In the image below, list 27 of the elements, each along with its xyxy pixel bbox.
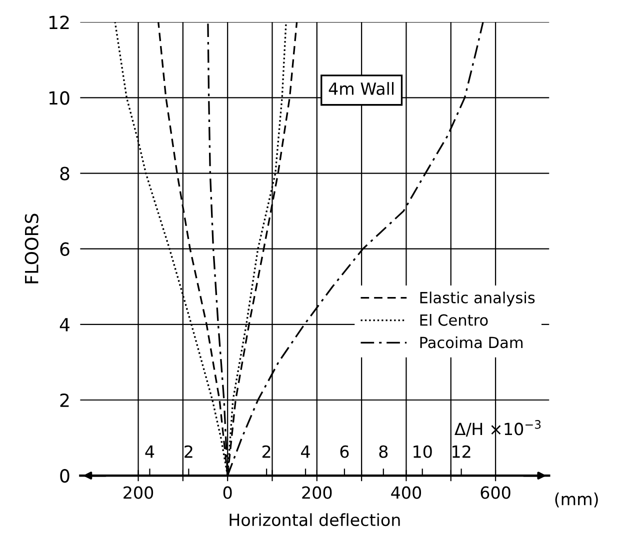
text: (mm) <box>555 492 598 508</box>
x-tick-label: 200 <box>302 486 332 499</box>
x2-tick-label: 10 <box>414 445 432 458</box>
legend-label: Pacoima Dam <box>420 336 523 348</box>
y-tick-label: 0 <box>60 469 70 483</box>
legend-label: El Centro <box>420 314 488 326</box>
y-tick-label: 12 <box>49 16 69 29</box>
x-tick-label: 0 <box>223 486 232 499</box>
legend-label: Elastic analysis <box>420 292 535 306</box>
x-tick-label: 400 <box>391 486 422 499</box>
x2-tick-label: 2 <box>262 445 270 458</box>
x-axis-title: Horizontal deflection <box>230 513 400 526</box>
y-tick-label: 8 <box>60 166 70 180</box>
x2-tick-label: 2 <box>184 445 192 458</box>
x2-tick-label: 6 <box>340 445 349 458</box>
y-tick-label: 4 <box>60 318 70 332</box>
x2-tick-label: 4 <box>301 446 310 458</box>
y-tick-label: 2 <box>60 393 69 407</box>
x2-tick-label: 12 <box>452 445 470 458</box>
x-tick-label: 600 <box>480 486 510 499</box>
y-tick-label: 10 <box>49 91 70 105</box>
x-tick-label: 200 <box>124 486 154 499</box>
x2-tick-label: 4 <box>145 446 154 458</box>
x2-tick-label: 8 <box>379 445 388 458</box>
y-axis-title: FLOORS <box>24 214 38 284</box>
y-tick-label: 6 <box>60 242 70 256</box>
annotation: 4m Wall <box>328 82 394 95</box>
